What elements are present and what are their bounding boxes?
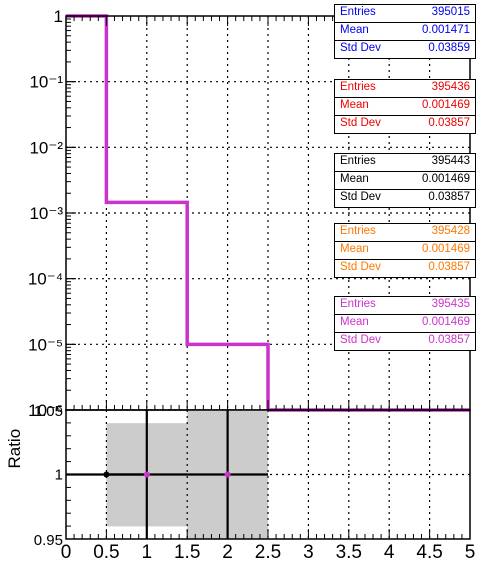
- stat-row: Std Dev 0.03857: [335, 332, 475, 350]
- stat-box: Entries 395443 Mean 0.001469 Std Dev 0.03857: [334, 153, 476, 208]
- x-tick-label: 2: [222, 542, 233, 563]
- stat-box: Entries 395436 Mean 0.001469 Std Dev 0.03857: [334, 79, 476, 134]
- y-tick-label: 10⁻⁶: [28, 401, 63, 420]
- stat-row: Entries 395015: [335, 5, 475, 22]
- x-tick-label: 2.5: [255, 542, 281, 563]
- stat-value: 395436: [431, 81, 470, 93]
- x-tick-label: 5: [465, 542, 476, 563]
- stat-row: Mean 0.001469: [335, 171, 475, 189]
- x-tick-label: 4.5: [416, 542, 442, 563]
- stat-label: Std Dev: [340, 117, 381, 129]
- stat-label: Entries: [340, 298, 376, 310]
- stat-value: 0.03857: [428, 261, 470, 273]
- stat-row: Std Dev 0.03859: [335, 40, 475, 58]
- stat-row: Entries 395436: [335, 80, 475, 97]
- stat-label: Std Dev: [340, 261, 381, 273]
- stat-value: 0.03857: [428, 191, 470, 203]
- y-tick-label: 10⁻¹: [29, 73, 63, 92]
- stat-row: Std Dev 0.03857: [335, 259, 475, 277]
- x-tick-label: 1: [142, 542, 153, 563]
- stat-row: Std Dev 0.03857: [335, 189, 475, 207]
- stat-label: Mean: [340, 173, 369, 185]
- stat-label: Entries: [340, 225, 376, 237]
- y-tick-label: 1: [54, 7, 63, 26]
- x-tick-label: 3: [303, 542, 314, 563]
- ratio-y-tick-label: 0.95: [34, 532, 63, 549]
- stat-label: Std Dev: [340, 42, 381, 54]
- stat-label: Entries: [340, 81, 376, 93]
- stat-value: 0.001471: [422, 24, 470, 36]
- y-tick-label: 10⁻³: [29, 204, 63, 223]
- ratio-point: [224, 471, 231, 478]
- stat-label: Mean: [340, 99, 369, 111]
- stat-value: 395428: [431, 225, 470, 237]
- stat-label: Mean: [340, 316, 369, 328]
- stat-label: Mean: [340, 24, 369, 36]
- stat-value: 0.001469: [422, 173, 470, 185]
- stat-value: 0.001469: [422, 316, 470, 328]
- stat-row: Mean 0.001469: [335, 314, 475, 332]
- stat-box: Entries 395435 Mean 0.001469 Std Dev 0.03857: [334, 296, 476, 351]
- stat-label: Entries: [340, 6, 376, 18]
- stat-value: 0.03857: [428, 117, 470, 129]
- stat-row: Mean 0.001469: [335, 97, 475, 115]
- y-tick-label: 10⁻⁴: [28, 270, 63, 289]
- histogram-line: [66, 14, 470, 412]
- stat-value: 0.001469: [422, 99, 470, 111]
- stat-value: 395443: [431, 155, 470, 167]
- stat-label: Mean: [340, 243, 369, 255]
- stat-value: 0.001469: [422, 243, 470, 255]
- x-tick-label: 0.5: [93, 542, 119, 563]
- stat-row: Mean 0.001469: [335, 241, 475, 259]
- ratio-y-tick-label: 1.05: [34, 403, 63, 420]
- x-tick-label: 3.5: [336, 542, 362, 563]
- stat-label: Entries: [340, 155, 376, 167]
- stat-row: Entries 395443: [335, 154, 475, 171]
- x-tick-label: 1.5: [174, 542, 200, 563]
- x-tick-label: 0: [61, 542, 72, 563]
- stat-value: 0.03859: [428, 42, 470, 54]
- stat-value: 395435: [431, 298, 470, 310]
- stat-row: Entries 395428: [335, 224, 475, 241]
- stat-label: Std Dev: [340, 191, 381, 203]
- y-tick-label: 10⁻⁵: [28, 335, 63, 354]
- stat-box: Entries 395015 Mean 0.001471 Std Dev 0.03859: [334, 4, 476, 59]
- stat-value: 0.03857: [428, 334, 470, 346]
- stat-row: Std Dev 0.03857: [335, 115, 475, 133]
- ratio-y-tick-label: 1: [55, 467, 63, 484]
- stat-row: Entries 395435: [335, 297, 475, 314]
- stat-box: Entries 395428 Mean 0.001469 Std Dev 0.03857: [334, 223, 476, 278]
- stat-label: Std Dev: [340, 334, 381, 346]
- ratio-axis-label: Ratio: [5, 429, 24, 469]
- y-tick-label: 10⁻²: [29, 138, 63, 157]
- stat-row: Mean 0.001471: [335, 22, 475, 40]
- ratio-point: [143, 471, 150, 478]
- x-tick-label: 4: [384, 542, 395, 563]
- stat-value: 395015: [431, 6, 470, 18]
